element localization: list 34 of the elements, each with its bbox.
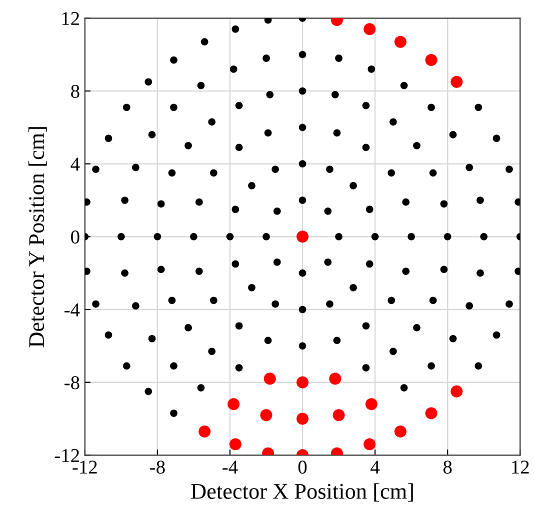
y-tick-label: -8 xyxy=(64,376,80,390)
x-tick-label: 4 xyxy=(370,460,380,474)
point xyxy=(450,385,463,398)
x-tick-label: 8 xyxy=(443,460,452,474)
point xyxy=(329,372,342,385)
y-axis-title: Detector Y Position [cm] xyxy=(28,127,47,348)
y-tick-label: -12 xyxy=(54,449,79,462)
point xyxy=(296,376,309,388)
y-tick-label: 12 xyxy=(62,12,79,25)
point xyxy=(332,409,345,422)
y-tick-label: 8 xyxy=(71,84,80,98)
point xyxy=(296,412,309,425)
y-tick-label: -4 xyxy=(64,303,80,316)
x-axis-title: Detector X Position [cm] xyxy=(191,483,413,502)
point xyxy=(364,438,376,450)
point xyxy=(296,230,309,243)
x-tick-label: -8 xyxy=(150,460,165,474)
point xyxy=(364,23,376,36)
x-tick-label: 12 xyxy=(512,460,529,474)
point xyxy=(450,76,463,88)
point xyxy=(394,36,406,48)
point xyxy=(228,398,240,410)
point xyxy=(394,425,406,438)
point xyxy=(365,398,378,410)
point xyxy=(425,54,438,66)
point xyxy=(260,409,272,422)
point xyxy=(425,407,438,420)
point xyxy=(198,425,211,438)
x-tick-label: -4 xyxy=(222,460,238,474)
x-tick-label: 0 xyxy=(298,460,307,474)
point xyxy=(229,438,242,450)
y-tick-label: 0 xyxy=(71,230,80,244)
point xyxy=(264,372,276,385)
y-tick-label: 4 xyxy=(70,158,80,171)
